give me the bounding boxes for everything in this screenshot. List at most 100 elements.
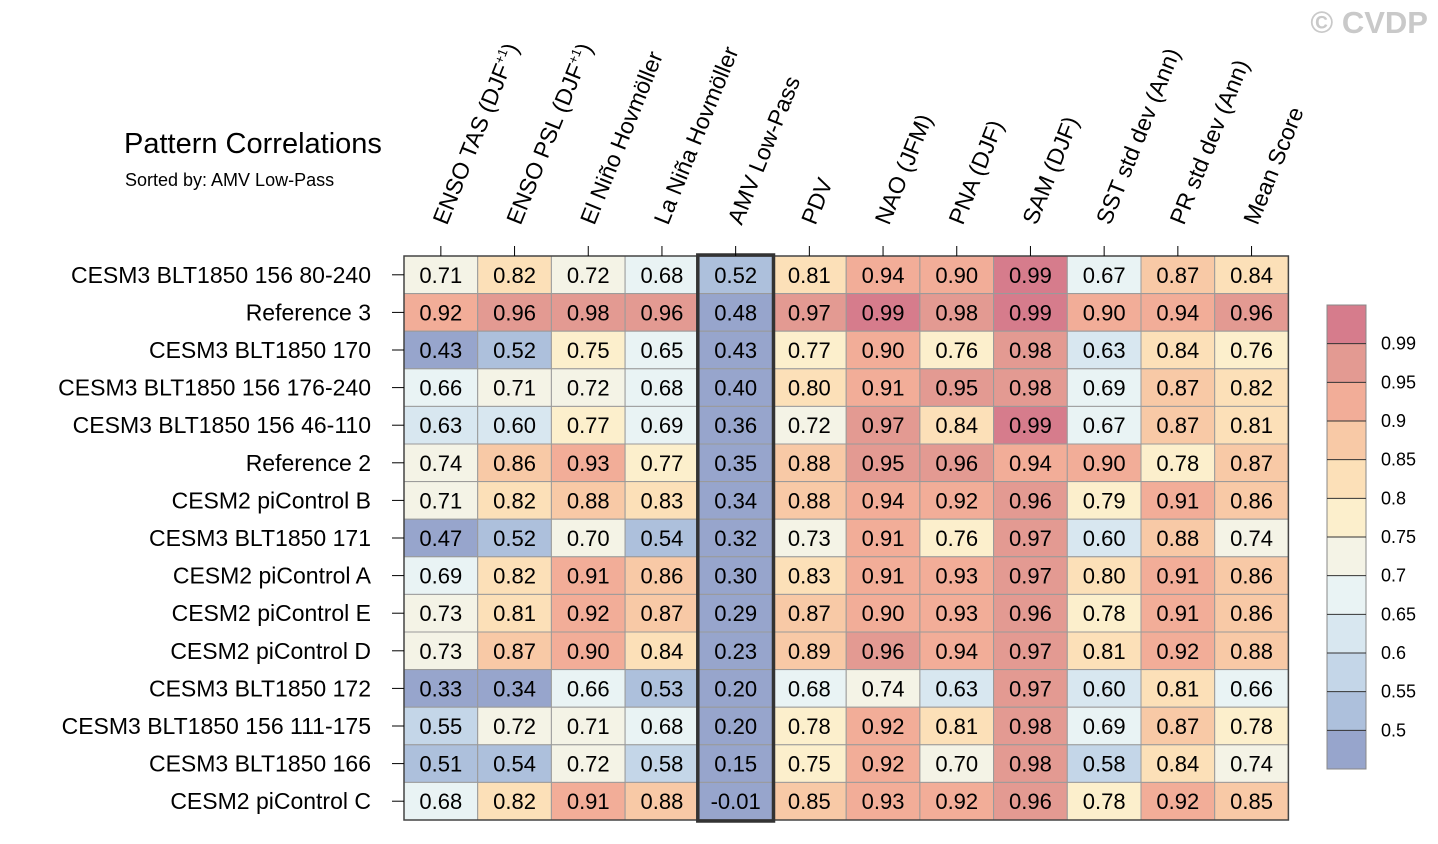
cell-value-label: 0.70 xyxy=(567,526,610,551)
cell-value-label: 0.74 xyxy=(862,676,905,701)
column-label-pr-std-dev-ann: PR std dev (Ann) xyxy=(1164,56,1254,228)
heatmap-cell xyxy=(845,669,921,708)
cell-value-label: 0.97 xyxy=(1009,676,1052,701)
cell-value-label: 0.78 xyxy=(1083,601,1126,626)
heatmap-cell xyxy=(624,744,700,783)
cell-value-label: 0.90 xyxy=(567,639,610,664)
heatmap-cell xyxy=(919,556,995,595)
heatmap-cell xyxy=(403,556,479,595)
cell-value-label: 0.90 xyxy=(862,338,905,363)
row-label: Reference 3 xyxy=(246,299,371,325)
heatmap-cell xyxy=(993,293,1068,332)
cell-value-label: 0.94 xyxy=(1156,300,1199,325)
row-label: CESM3 BLT1850 170 xyxy=(149,337,371,363)
heatmap-cell xyxy=(845,518,921,558)
cell-value-label: 0.80 xyxy=(788,376,831,401)
heatmap-cell xyxy=(403,631,479,671)
heatmap-cell xyxy=(550,330,626,370)
cell-value-label: 0.82 xyxy=(1230,376,1273,401)
cell-value-label: 0.88 xyxy=(1230,639,1273,664)
heatmap-cell xyxy=(772,405,847,445)
heatmap-cell xyxy=(403,706,479,746)
cell-value-label: 0.98 xyxy=(1009,338,1052,363)
heatmap-cell xyxy=(845,368,921,407)
cell-value-label: 0.36 xyxy=(714,413,757,438)
heatmap-cell xyxy=(698,706,773,746)
cell-value-label: 0.94 xyxy=(862,263,905,288)
heatmap-cell xyxy=(624,368,700,407)
heatmap-cell xyxy=(772,744,847,783)
cell-value-label: 0.60 xyxy=(493,413,536,438)
cell-value-label: 0.89 xyxy=(788,639,831,664)
cell-value-label: 0.98 xyxy=(1009,752,1052,777)
cell-value-label: 0.72 xyxy=(493,714,536,739)
heatmap-cell xyxy=(772,443,847,483)
chart-title: Pattern Correlations xyxy=(124,128,382,160)
cell-value-label: 0.98 xyxy=(935,300,978,325)
cell-value-label: 0.71 xyxy=(493,376,536,401)
cell-value-label: 0.96 xyxy=(1230,300,1273,325)
colorbar-segment xyxy=(1327,653,1366,692)
heatmap-cell xyxy=(1066,443,1142,483)
row-label: Reference 2 xyxy=(246,450,371,476)
heatmap-cell xyxy=(1214,518,1289,558)
cell-value-label: 0.68 xyxy=(788,676,831,701)
heatmap-cell xyxy=(845,330,921,370)
heatmap-cell xyxy=(624,293,700,332)
heatmap-cell xyxy=(550,669,626,708)
cell-value-label: 0.69 xyxy=(419,564,462,589)
heatmap-cell xyxy=(403,368,479,407)
cell-value-label: 0.81 xyxy=(1156,676,1199,701)
cell-value-label: 0.60 xyxy=(1083,676,1126,701)
colorbar-label: 0.6 xyxy=(1381,643,1406,663)
cell-value-label: 0.96 xyxy=(1009,789,1052,814)
cell-value-label: 0.91 xyxy=(1156,564,1199,589)
cell-value-label: 0.66 xyxy=(567,676,610,701)
heatmap-cell xyxy=(624,518,700,558)
heatmap-cell xyxy=(477,669,552,708)
heatmap-cell xyxy=(1066,255,1142,295)
heatmap-cell xyxy=(477,405,552,445)
heatmap-cell xyxy=(1214,368,1289,407)
heatmap-cell xyxy=(1214,443,1289,483)
cell-value-label: 0.88 xyxy=(641,789,684,814)
cell-value-label: 0.68 xyxy=(641,376,684,401)
colorbar-segment xyxy=(1327,498,1366,537)
heatmap-cell xyxy=(772,481,847,520)
cell-value-label: 0.51 xyxy=(419,752,462,777)
heatmap-cell xyxy=(993,481,1068,520)
cell-value-label: 0.66 xyxy=(1230,676,1273,701)
heatmap-cell xyxy=(772,556,847,595)
cell-value-label: 0.99 xyxy=(1009,300,1052,325)
heatmap-cell xyxy=(624,706,700,746)
heatmap-cell xyxy=(624,481,700,520)
cell-value-label: 0.52 xyxy=(714,263,757,288)
heatmap-cell xyxy=(1066,744,1142,783)
cell-value-label: 0.97 xyxy=(1009,526,1052,551)
heatmap-cell xyxy=(698,330,773,370)
heatmap-cell xyxy=(550,706,626,746)
heatmap-cell xyxy=(477,293,552,332)
row-label: CESM2 piControl B xyxy=(172,487,371,513)
heatmap-cell xyxy=(550,556,626,595)
cell-value-label: 0.93 xyxy=(862,789,905,814)
cell-value-label: 0.76 xyxy=(935,526,978,551)
heatmap-cell xyxy=(772,368,847,407)
column-label-superscript: +1 xyxy=(491,46,510,65)
cell-value-label: 0.97 xyxy=(1009,564,1052,589)
heatmap-cell xyxy=(919,405,995,445)
cell-value-label: 0.86 xyxy=(493,451,536,476)
cell-value-label: 0.91 xyxy=(567,789,610,814)
heatmap-cell xyxy=(477,631,552,671)
cell-value-label: 0.96 xyxy=(641,300,684,325)
cell-value-label: 0.78 xyxy=(1230,714,1273,739)
heatmap-cell xyxy=(1140,405,1216,445)
heatmap-cell xyxy=(919,631,995,671)
cell-value-label: 0.68 xyxy=(641,714,684,739)
cell-value-label: 0.87 xyxy=(1156,376,1199,401)
cell-value-label: 0.84 xyxy=(641,639,684,664)
heatmap-cell xyxy=(624,781,700,821)
cell-value-label: 0.63 xyxy=(935,676,978,701)
